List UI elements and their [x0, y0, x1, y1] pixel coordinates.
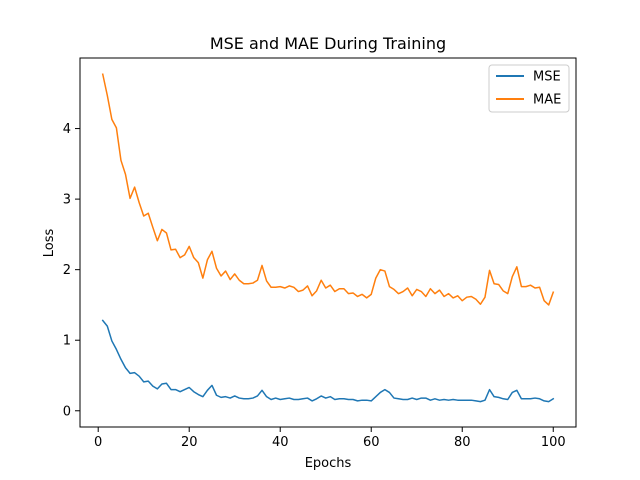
x-tick-label: 20	[181, 435, 198, 450]
y-tick-label: 3	[63, 193, 71, 208]
y-tick-label: 2	[63, 263, 71, 278]
x-tick-label: 0	[94, 435, 102, 450]
x-axis-label: Epochs	[305, 456, 352, 471]
x-tick-label: 80	[454, 435, 471, 450]
series-line-mse	[101, 319, 555, 403]
y-tick-label: 4	[63, 122, 71, 137]
legend-mse-label: MSE	[533, 70, 561, 85]
y-tick-label: 1	[63, 334, 71, 349]
plot-frame	[79, 57, 577, 428]
y-tick-label: 0	[63, 404, 71, 419]
y-axis-ticks: 0 1 2 3 4	[63, 122, 80, 419]
series-line-mae	[101, 73, 555, 306]
legend: MSE MAE	[488, 64, 570, 113]
y-axis-label: Loss	[42, 229, 57, 258]
x-tick-label: 40	[272, 435, 289, 450]
chart-title: MSE and MAE During Training	[210, 34, 446, 53]
legend-mae-label: MAE	[533, 93, 561, 108]
x-tick-label: 60	[363, 435, 380, 450]
x-axis-ticks: 0 20 40 60 80 100	[94, 427, 566, 450]
x-tick-label: 100	[541, 435, 566, 450]
series-lines	[101, 73, 555, 403]
